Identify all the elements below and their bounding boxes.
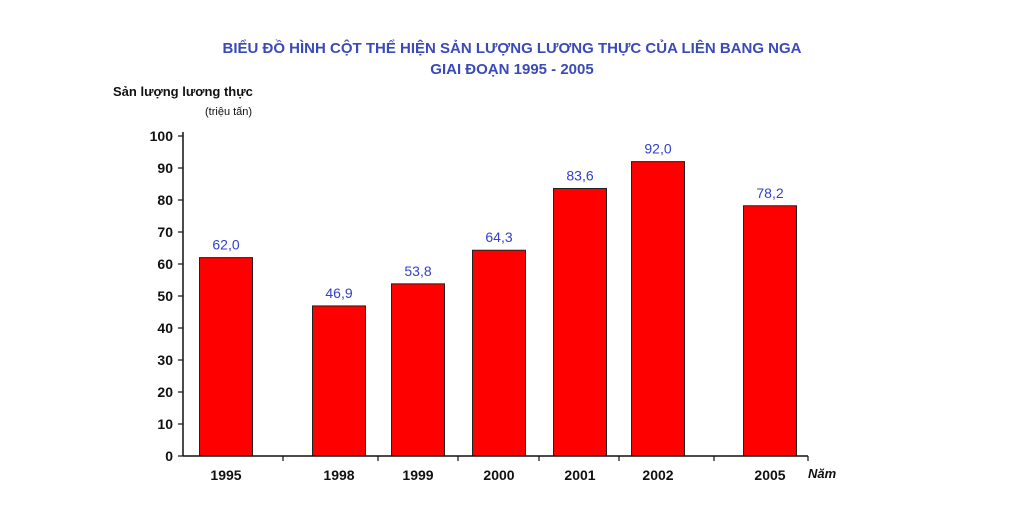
y-tick-0: 0 <box>165 448 173 464</box>
data-label-1995: 62,0 <box>212 237 239 253</box>
y-tick-100: 100 <box>150 128 174 144</box>
bar-1995 <box>199 257 253 457</box>
x-tick-2000: 2000 <box>483 467 514 483</box>
x-tick-2005: 2005 <box>754 467 785 483</box>
y-axis-label: Sản lượng lương thực <box>113 84 253 99</box>
bar-2002 <box>631 161 685 457</box>
y-tick-70: 70 <box>157 224 173 240</box>
y-axis-unit: (triệu tấn) <box>205 106 252 118</box>
x-tick-1999: 1999 <box>402 467 433 483</box>
x-axis-label: Năm <box>808 466 837 481</box>
chart-title-line2: GIAI ĐOẠN 1995 - 2005 <box>430 61 594 78</box>
bar-1999 <box>391 283 445 457</box>
data-label-2005: 78,2 <box>756 185 783 201</box>
y-tick-90: 90 <box>157 160 173 176</box>
data-label-2001: 83,6 <box>566 167 593 183</box>
y-tick-40: 40 <box>157 320 173 336</box>
data-label-1998: 46,9 <box>325 285 352 301</box>
y-tick-20: 20 <box>157 384 173 400</box>
x-tick-1995: 1995 <box>210 467 241 483</box>
x-tick-2002: 2002 <box>642 467 673 483</box>
y-tick-50: 50 <box>157 288 173 304</box>
bar-2001 <box>553 187 607 457</box>
bar-2000 <box>472 249 526 457</box>
y-tick-30: 30 <box>157 352 173 368</box>
y-tick-60: 60 <box>157 256 173 272</box>
y-tick-80: 80 <box>157 192 173 208</box>
chart-title-line1: BIỂU ĐỒ HÌNH CỘT THỂ HIỆN SẢN LƯỢNG LƯƠN… <box>222 40 802 57</box>
bar-2005 <box>743 205 797 457</box>
x-tick-2001: 2001 <box>564 467 595 483</box>
bar-1998 <box>312 305 366 457</box>
data-label-2000: 64,3 <box>485 229 512 245</box>
data-label-2002: 92,0 <box>644 141 671 157</box>
x-tick-1998: 1998 <box>323 467 354 483</box>
data-label-1999: 53,8 <box>404 263 431 279</box>
y-tick-10: 10 <box>157 416 173 432</box>
